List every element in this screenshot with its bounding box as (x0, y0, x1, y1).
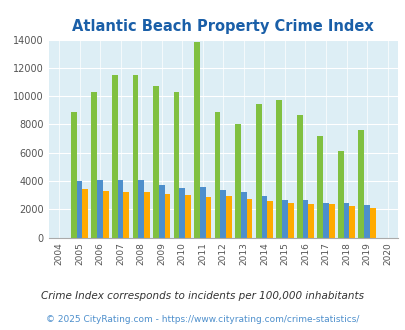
Bar (369, 208, 375, 238)
Bar (255, 104, 261, 238)
Bar (220, 189, 226, 238)
Bar (363, 205, 369, 238)
Bar (337, 151, 343, 238)
Bar (103, 191, 109, 238)
Bar (132, 75, 138, 238)
Bar (82, 189, 88, 238)
Bar (358, 130, 363, 238)
Bar (234, 124, 241, 238)
Bar (123, 192, 129, 238)
Bar (241, 192, 246, 238)
Bar (328, 204, 334, 238)
Bar (322, 203, 328, 238)
Bar (164, 194, 170, 238)
Bar (158, 184, 164, 238)
Bar (307, 204, 313, 238)
Bar (261, 196, 266, 238)
Bar (349, 207, 354, 238)
Bar (296, 115, 302, 238)
Bar (117, 180, 123, 238)
Bar (281, 200, 287, 238)
Bar (199, 187, 205, 238)
Bar (266, 201, 272, 238)
Bar (214, 112, 220, 238)
Bar (302, 200, 307, 238)
Bar (185, 195, 190, 238)
Bar (173, 92, 179, 238)
Bar (317, 137, 322, 238)
Bar (246, 199, 252, 238)
Bar (179, 188, 185, 238)
Bar (287, 203, 293, 238)
Bar (276, 100, 281, 238)
Bar (77, 181, 82, 238)
Bar (112, 75, 117, 238)
Bar (97, 180, 103, 238)
Text: © 2025 CityRating.com - https://www.cityrating.com/crime-statistics/: © 2025 CityRating.com - https://www.city… (46, 315, 359, 324)
Bar (144, 192, 149, 238)
Bar (71, 112, 77, 238)
Bar (194, 43, 199, 238)
Title: Atlantic Beach Property Crime Index: Atlantic Beach Property Crime Index (72, 19, 373, 34)
Bar (138, 180, 144, 238)
Bar (91, 92, 97, 238)
Bar (205, 197, 211, 238)
Bar (226, 196, 231, 238)
Text: Crime Index corresponds to incidents per 100,000 inhabitants: Crime Index corresponds to incidents per… (41, 291, 364, 301)
Bar (153, 86, 158, 238)
Bar (343, 203, 349, 238)
